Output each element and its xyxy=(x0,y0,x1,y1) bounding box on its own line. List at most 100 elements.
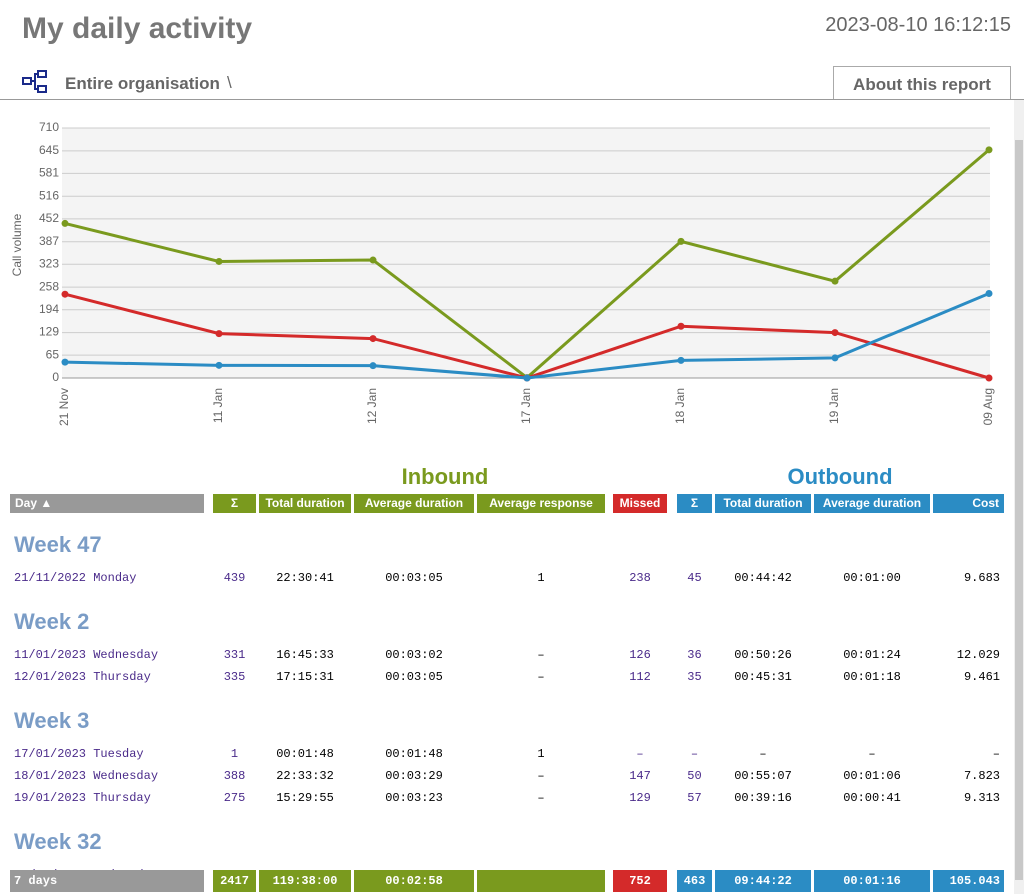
table-cell: – xyxy=(537,670,545,684)
breadcrumb[interactable]: Entire organisation xyxy=(65,74,220,93)
footer-cell: 7 days xyxy=(14,874,58,888)
table-cell: 45 xyxy=(687,571,702,585)
table-cell: 00:03:05 xyxy=(385,670,443,684)
x-tick-label: 11 Jan xyxy=(211,388,225,423)
table-cell: 275 xyxy=(223,791,246,805)
column-header: Average duration xyxy=(814,494,930,513)
y-tick-label: 645 xyxy=(39,143,59,157)
table-cell: 00:03:05 xyxy=(385,571,443,585)
x-tick-label: 18 Jan xyxy=(673,388,687,424)
timestamp: 2023-08-10 16:12:15 xyxy=(825,14,1011,36)
table-cell: – xyxy=(690,747,699,761)
breadcrumb-separator: \ xyxy=(227,73,232,92)
footer-background xyxy=(10,870,204,892)
x-tick-label: 17 Jan xyxy=(519,388,533,424)
data-point xyxy=(61,290,69,298)
y-tick-label: 65 xyxy=(46,347,60,361)
y-tick-label: 194 xyxy=(39,302,59,316)
y-tick-label: 0 xyxy=(52,370,59,384)
table-cell: – xyxy=(636,747,644,761)
table-cell: 1 xyxy=(537,571,545,585)
page-title: My daily activity xyxy=(22,12,253,45)
table-cell: 17/01/2023 Tuesday xyxy=(14,747,144,761)
org-icon[interactable] xyxy=(22,70,48,94)
footer-cell: 2417 xyxy=(220,874,249,888)
data-point xyxy=(215,361,223,369)
table-cell: – xyxy=(868,747,876,761)
column-header: Σ xyxy=(677,494,712,513)
table-cell: 18/01/2023 Wednesday xyxy=(14,769,159,783)
about-button[interactable]: About this report xyxy=(833,66,1011,100)
table-cell: 00:03:23 xyxy=(385,791,443,805)
table-cell: 9.313 xyxy=(963,791,1000,805)
y-tick-label: 323 xyxy=(39,256,59,270)
table-cell: 36 xyxy=(687,648,702,662)
footer-cell: 105.043 xyxy=(949,874,1000,888)
divider xyxy=(0,99,1024,100)
data-point xyxy=(831,354,839,362)
table-cell: 00:03:02 xyxy=(385,648,443,662)
table-cell: 00:01:24 xyxy=(843,648,901,662)
data-point xyxy=(677,356,685,364)
table-cell: 21/11/2022 Monday xyxy=(14,571,137,585)
table-cell: 00:44:42 xyxy=(734,571,792,585)
plot-area xyxy=(62,128,990,378)
column-header: Average duration xyxy=(354,494,474,513)
table-cell: 35 xyxy=(687,670,702,684)
x-tick-label: 09 Aug xyxy=(981,388,995,425)
chart: 0 65 129 194 258 323 387 452 516 581 645 710 Call vo… xyxy=(10,120,995,426)
table-cell: 112 xyxy=(629,670,651,684)
footer-background xyxy=(715,870,811,892)
table-cell: 00:55:07 xyxy=(734,769,792,783)
x-tick-label: 21 Nov xyxy=(57,388,71,426)
footer-background xyxy=(814,870,930,892)
table-cell: 9.461 xyxy=(963,670,1000,684)
data-point xyxy=(369,362,377,370)
footer-cell: 752 xyxy=(629,874,651,888)
data-point xyxy=(677,237,685,245)
table-cell: 00:00:41 xyxy=(843,791,901,805)
table-cell: 00:01:48 xyxy=(276,747,334,761)
table-cell: 00:50:26 xyxy=(734,648,792,662)
column-header[interactable]: Day ▲ xyxy=(10,494,204,513)
table-cell: – xyxy=(537,648,545,662)
data-point xyxy=(61,219,69,227)
table-cell: 17:15:31 xyxy=(276,670,334,684)
table-cell: 12.029 xyxy=(956,648,1000,662)
week-title: Week 3 xyxy=(14,708,90,733)
y-tick-label: 129 xyxy=(39,325,59,339)
table-cell: 126 xyxy=(629,648,651,662)
group-label: Outbound xyxy=(787,464,893,489)
footer-background xyxy=(354,870,474,892)
group-label: Inbound xyxy=(401,464,489,489)
y-tick-label: 258 xyxy=(39,279,59,293)
scrollbar[interactable] xyxy=(1014,100,1024,894)
data-point xyxy=(985,146,993,154)
column-header: Average response xyxy=(477,494,605,513)
column-header: Σ xyxy=(213,494,256,513)
week-title: Week 32 xyxy=(14,829,102,854)
table-cell: – xyxy=(759,747,767,761)
footer-background xyxy=(677,870,712,892)
footer-background xyxy=(259,870,351,892)
footer-background xyxy=(477,870,605,892)
table-cell: – xyxy=(537,769,545,783)
data-point xyxy=(677,322,685,330)
table-cell: 439 xyxy=(223,571,246,585)
y-tick-label: 710 xyxy=(39,120,59,134)
table-cell: 335 xyxy=(223,670,246,684)
footer-cell: 119:38:00 xyxy=(272,874,338,888)
table-cell: 147 xyxy=(629,769,651,783)
week-title: Week 47 xyxy=(14,532,102,557)
y-tick-label: 581 xyxy=(39,166,59,180)
data-point xyxy=(985,289,993,297)
data-point xyxy=(215,330,223,338)
table-cell: 50 xyxy=(687,769,702,783)
y-tick-label: 387 xyxy=(39,234,59,248)
table-cell: 00:01:48 xyxy=(385,747,443,761)
table-cell: 22:33:32 xyxy=(276,769,334,783)
x-tick-label: 12 Jan xyxy=(365,388,379,424)
table-cell: 7.823 xyxy=(963,769,1000,783)
table-cell: 00:45:31 xyxy=(734,670,792,684)
